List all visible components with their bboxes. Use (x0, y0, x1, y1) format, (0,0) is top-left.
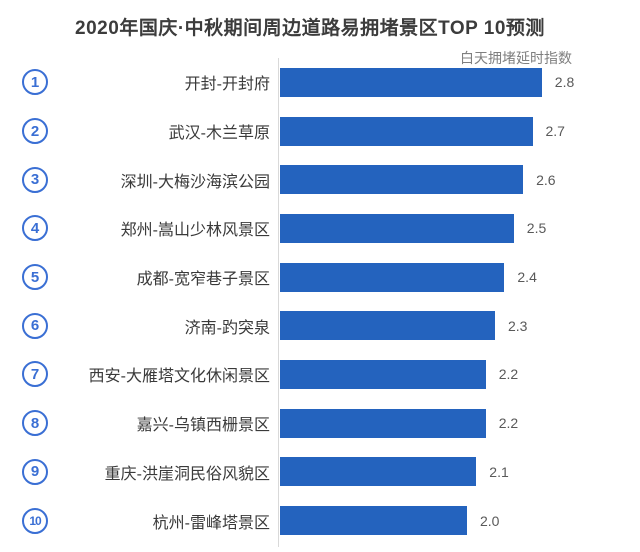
bar-wrap: 2.6 (280, 165, 640, 195)
value-label: 2.6 (536, 171, 556, 188)
rank-badge: 7 (22, 361, 48, 388)
bar-wrap: 2.2 (280, 359, 640, 389)
chart-row: 2 武汉-木兰草原 2.7 (0, 107, 640, 156)
category-label: 济南-趵突泉 (184, 319, 270, 337)
bar (280, 213, 514, 243)
category-label: 深圳-大梅沙海滨公园 (120, 173, 270, 191)
rank-badge-cell: 4 (0, 215, 60, 242)
bar-wrap: 2.3 (280, 311, 640, 341)
bar-wrap: 2.0 (280, 506, 640, 536)
chart-row: 9 重庆-洪崖洞民俗风貌区 2.1 (0, 448, 640, 497)
rank-badge-cell: 5 (0, 264, 60, 291)
chart-title: 2020年国庆·中秋期间周边道路易拥堵景区TOP 10预测 (75, 18, 545, 39)
rank-badge-cell: 2 (0, 118, 60, 145)
bar-wrap: 2.8 (280, 67, 640, 97)
rank-badge: 6 (22, 312, 48, 339)
bar (280, 311, 495, 341)
category-label: 成都-宽窄巷子景区 (136, 271, 270, 289)
rank-badge: 3 (22, 166, 48, 193)
value-label: 2.2 (498, 366, 519, 383)
rank-badge-cell: 6 (0, 312, 60, 339)
value-label: 2.3 (508, 317, 528, 334)
chart-row: 1 开封-开封府 2.8 (0, 58, 640, 107)
category-axis-line (278, 58, 279, 547)
value-label: 2.0 (480, 512, 500, 529)
category-label: 嘉兴-乌镇西栅景区 (136, 417, 270, 435)
rank-badge: 10 (22, 507, 48, 534)
category-label: 郑州-嵩山少林风景区 (120, 222, 270, 240)
bar (280, 359, 486, 389)
value-label: 2.7 (545, 123, 565, 140)
bar (280, 67, 542, 97)
bar (280, 262, 505, 292)
rank-badge: 2 (22, 118, 48, 145)
value-label: 2.1 (489, 463, 509, 480)
bar-wrap: 2.2 (280, 408, 640, 438)
bar-wrap: 2.7 (280, 116, 640, 146)
bar (280, 165, 524, 195)
value-label: 2.4 (517, 269, 537, 286)
category-label: 开封-开封府 (184, 76, 270, 94)
rank-badge-cell: 8 (0, 410, 60, 437)
bar (280, 408, 486, 438)
chart-row: 6 济南-趵突泉 2.3 (0, 301, 640, 350)
rank-badge-cell: 9 (0, 458, 60, 485)
category-label: 西安-大雁塔文化休闲景区 (88, 368, 270, 386)
chart-row: 10 杭州-雷峰塔景区 2.0 (0, 496, 640, 545)
value-axis-label: 白天拥堵延时指数 (460, 50, 572, 66)
chart-row: 3 深圳-大梅沙海滨公园 2.6 (0, 155, 640, 204)
chart-row: 5 成都-宽窄巷子景区 2.4 (0, 253, 640, 302)
rank-badge: 8 (22, 410, 48, 437)
rank-badge: 4 (22, 215, 48, 242)
rank-badge-cell: 1 (0, 69, 60, 96)
category-label: 武汉-木兰草原 (168, 125, 270, 143)
value-label: 2.8 (554, 74, 575, 91)
rank-badge-cell: 10 (0, 507, 60, 534)
bar (280, 506, 467, 536)
category-label: 杭州-雷峰塔景区 (152, 514, 270, 532)
bar (280, 457, 477, 487)
chart-row: 8 嘉兴-乌镇西栅景区 2.2 (0, 399, 640, 448)
chart-row: 7 西安-大雁塔文化休闲景区 2.2 (0, 350, 640, 399)
rank-badge-cell: 3 (0, 166, 60, 193)
value-label: 2.2 (498, 415, 519, 432)
rank-badge: 5 (22, 264, 48, 291)
chart-row: 4 郑州-嵩山少林风景区 2.5 (0, 204, 640, 253)
category-label: 重庆-洪崖洞民俗风貌区 (104, 465, 270, 483)
bar-wrap: 2.5 (280, 213, 640, 243)
rank-badge: 1 (22, 69, 48, 96)
value-label: 2.5 (526, 220, 547, 237)
bar-wrap: 2.1 (280, 457, 640, 487)
bar-wrap: 2.4 (280, 262, 640, 292)
chart-rows: 1 开封-开封府 2.8 2 武汉-木兰草原 2.7 3 深圳-大梅沙海滨公园 2.6 4 郑州-嵩… (0, 58, 640, 545)
bar (280, 116, 533, 146)
rank-badge-cell: 7 (0, 361, 60, 388)
rank-badge: 9 (22, 458, 48, 485)
